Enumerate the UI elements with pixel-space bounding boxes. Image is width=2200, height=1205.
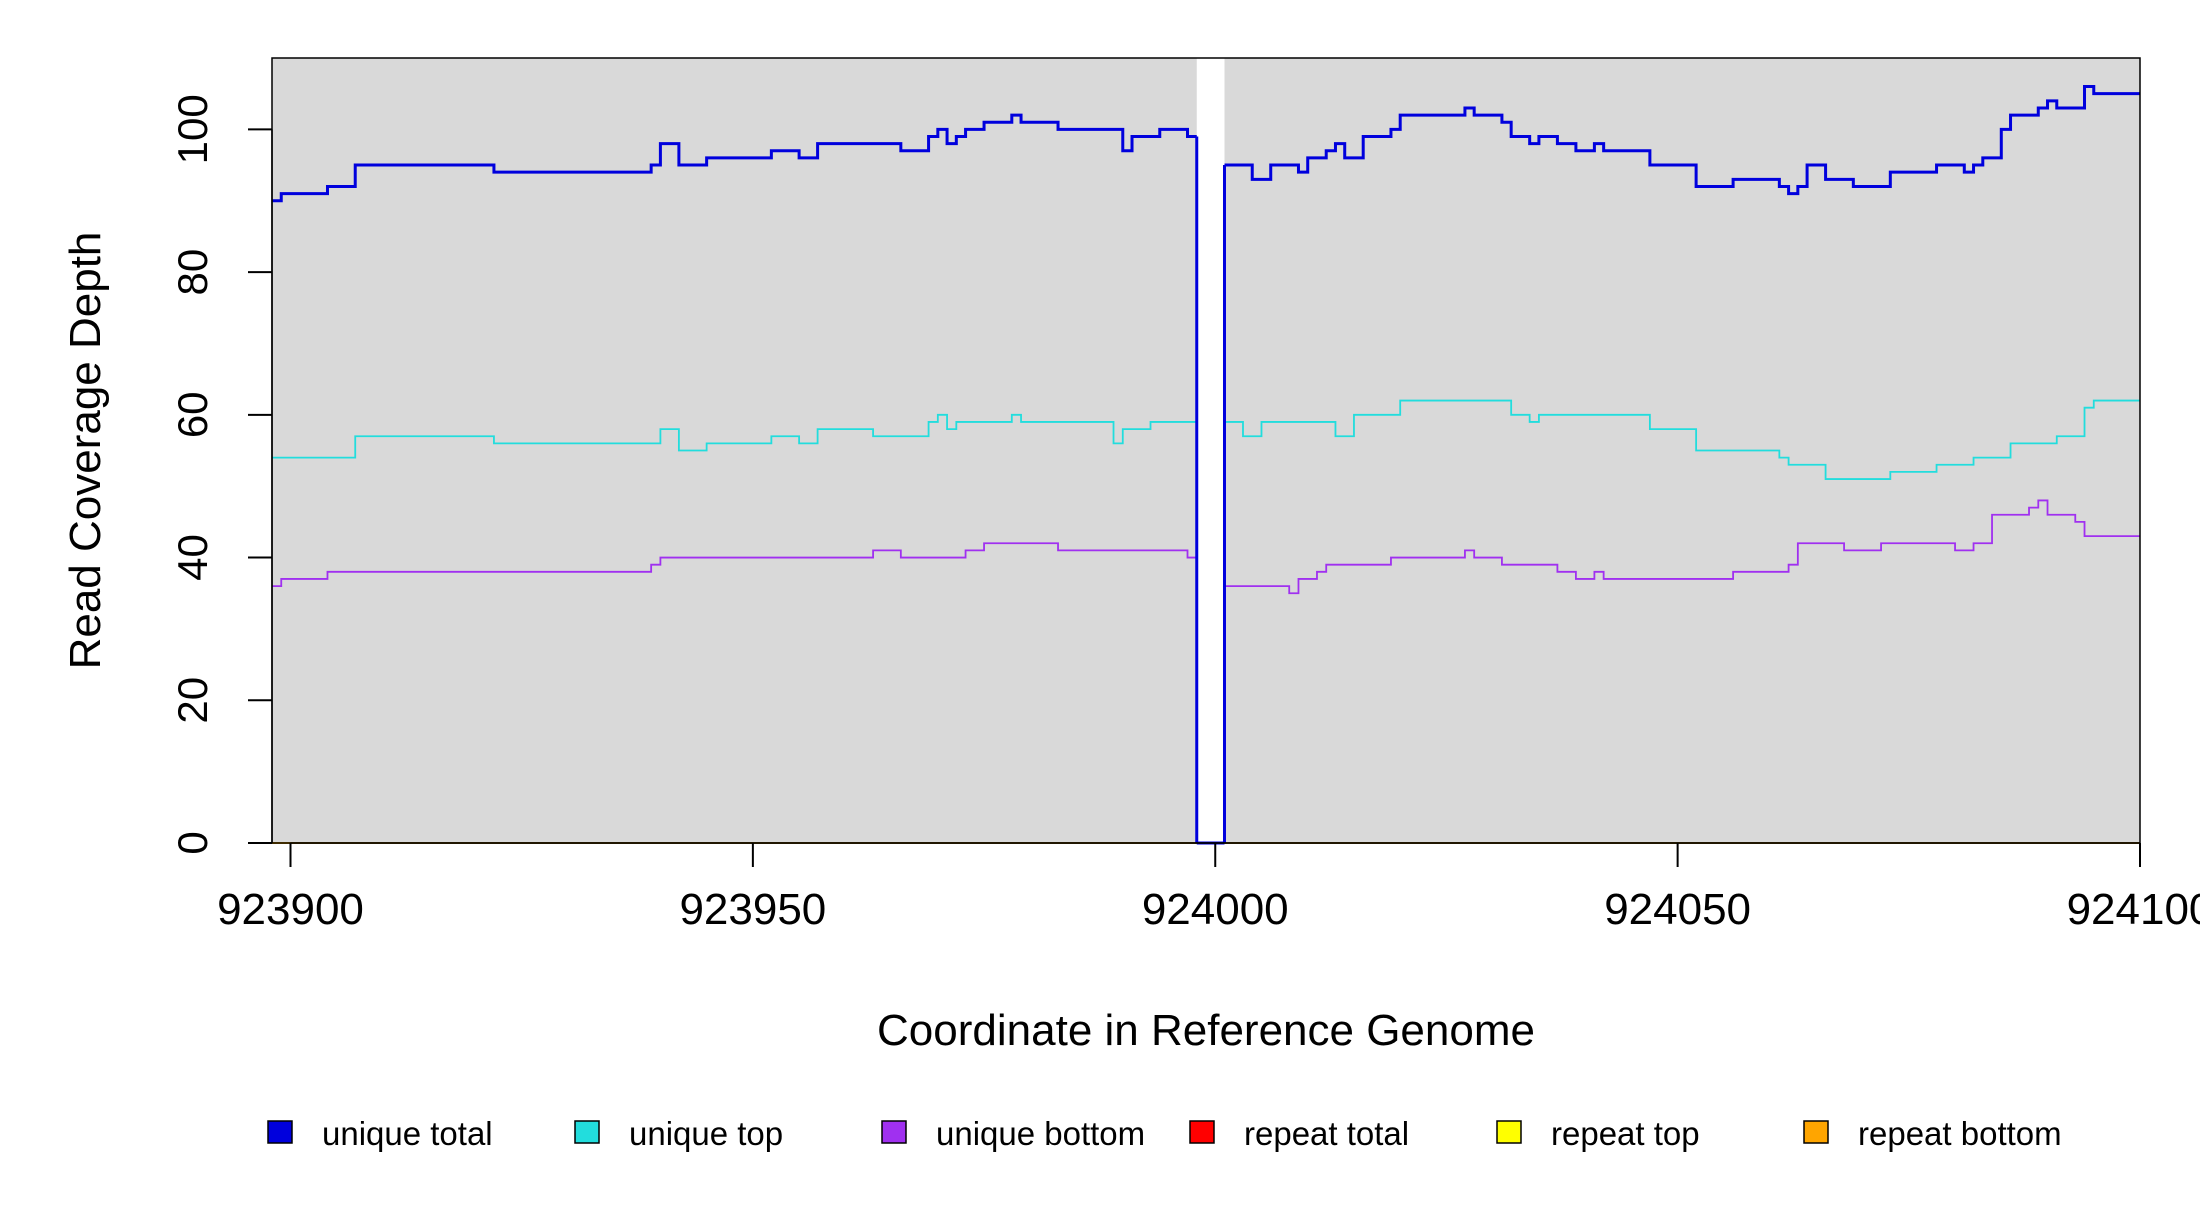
legend-swatch-repeat-total [1189,1120,1215,1144]
y-tick-label-60: 60 [169,391,216,438]
y-axis: 0 20 40 60 80 100 [169,94,273,855]
legend-item-unique-bottom: unique bottom [881,1115,1145,1152]
y-tick-label-40: 40 [169,534,216,581]
legend-item-unique-top: unique top [574,1115,783,1152]
legend-item-repeat-top: repeat top [1496,1115,1700,1152]
y-tick-label-80: 80 [169,249,216,296]
series-line-unique-top-2 [1224,399,2140,480]
series-line-unique-bottom-2 [1224,499,2140,595]
legend-item-repeat-total: repeat total [1189,1115,1409,1152]
x-tick-label-924050: 924050 [1604,885,1751,934]
y-tick-label-100: 100 [169,94,216,164]
legend-item-unique-total: unique total [267,1115,493,1152]
y-tick-label-20: 20 [169,677,216,724]
no-coverage-gap [1196,58,1225,843]
legend-label-repeat-bottom: repeat bottom [1858,1115,2062,1152]
legend-swatch-unique-total [267,1120,293,1144]
series-line-unique-total-2 [1224,85,2140,196]
legend-label-unique-top: unique top [629,1115,783,1152]
y-axis-title: Read Coverage Depth [61,232,110,670]
series-line-unique-bottom-1 [272,542,1197,587]
gap-column [1196,58,1225,843]
legend-item-repeat-bottom: repeat bottom [1803,1115,2062,1152]
legend-label-repeat-total: repeat total [1244,1115,1409,1152]
x-tick-label-923950: 923950 [679,885,826,934]
legend-label-repeat-top: repeat top [1551,1115,1700,1152]
y-tick-label-0: 0 [169,831,216,854]
legend: unique total unique top unique bottom repea… [267,1115,2062,1152]
x-tick-label-924100: 924100 [2067,885,2200,934]
legend-label-unique-bottom: unique bottom [936,1115,1145,1152]
x-axis-title: Coordinate in Reference Genome [877,1006,1535,1055]
legend-swatch-repeat-top [1496,1120,1522,1144]
x-tick-label-923900: 923900 [217,885,364,934]
legend-swatch-unique-bottom [881,1120,907,1144]
legend-swatch-unique-top [574,1120,600,1144]
series-line-unique-total-1 [272,113,1197,203]
x-axis: 923900 923950 924000 924050 924100 [217,842,2200,934]
legend-swatch-repeat-bottom [1803,1120,1829,1144]
series-line-unique-top-1 [272,413,1197,459]
legend-label-unique-total: unique total [322,1115,493,1152]
x-tick-label-924000: 924000 [1142,885,1289,934]
